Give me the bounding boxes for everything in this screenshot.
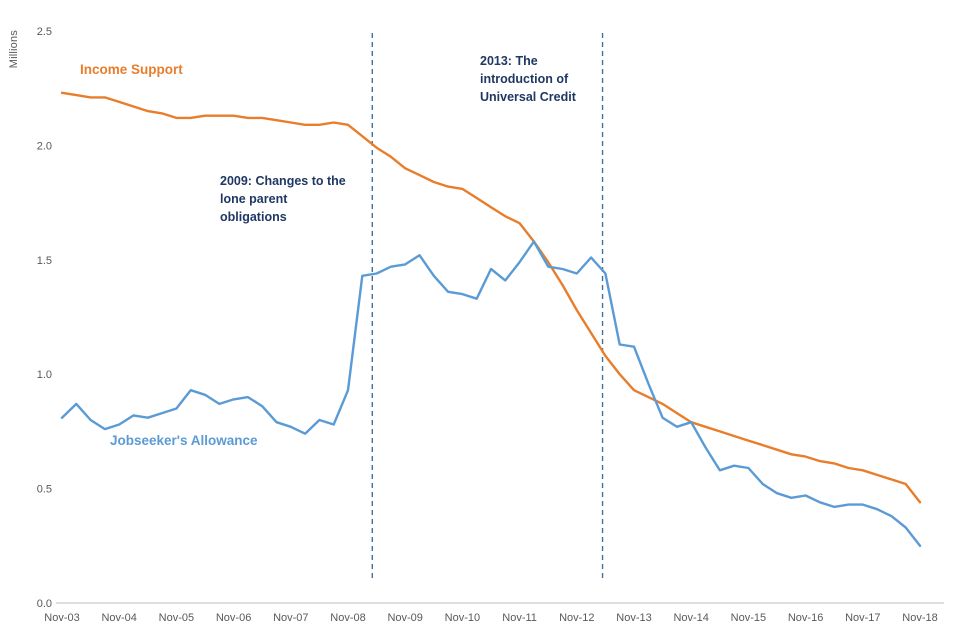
x-tick-label: Nov-13 bbox=[616, 612, 651, 624]
x-tick-label: Nov-14 bbox=[673, 612, 708, 624]
x-tick-label: Nov-04 bbox=[101, 612, 136, 624]
x-tick-label: Nov-15 bbox=[731, 612, 766, 624]
line-jobseekers-allowance bbox=[60, 240, 922, 547]
y-axis-title: Millions bbox=[8, 30, 20, 69]
x-tick-label: Nov-09 bbox=[387, 612, 422, 624]
x-tick-label: Nov-11 bbox=[502, 612, 537, 624]
annotation-2013-line-2: introduction of bbox=[480, 72, 569, 86]
x-tick-label: Nov-06 bbox=[216, 612, 251, 624]
annotation-2009-line-2: lone parent bbox=[220, 192, 288, 206]
series-label-income-support: Income Support bbox=[80, 62, 183, 77]
x-tick-label: Nov-07 bbox=[273, 612, 308, 624]
x-tick-label: Nov-18 bbox=[902, 612, 937, 624]
y-tick-label: 2.0 bbox=[37, 140, 52, 152]
y-tick-label: 0.0 bbox=[37, 598, 52, 610]
x-tick-label: Nov-05 bbox=[159, 612, 194, 624]
x-tick-label: Nov-17 bbox=[845, 612, 880, 624]
annotation-2009-line-1: 2009: Changes to the bbox=[220, 174, 346, 188]
x-tick-label: Nov-08 bbox=[330, 612, 365, 624]
x-tick-label: Nov-12 bbox=[559, 612, 594, 624]
x-tick-label: Nov-10 bbox=[445, 612, 480, 624]
line-income-support bbox=[60, 91, 922, 504]
y-tick-label: 0.5 bbox=[37, 484, 52, 496]
annotation-2013-universal-credit: 2013: The introduction of Universal Cred… bbox=[480, 52, 576, 106]
y-tick-label: 1.0 bbox=[37, 369, 52, 381]
series-label-jobseekers-allowance: Jobseeker's Allowance bbox=[110, 433, 258, 448]
annotation-2013-line-3: Universal Credit bbox=[480, 90, 576, 104]
annotation-2009-lone-parent-obligations: 2009: Changes to the lone parent obligat… bbox=[220, 172, 346, 226]
y-tick-label: 2.5 bbox=[37, 26, 52, 38]
annotation-2013-line-1: 2013: The bbox=[480, 54, 538, 68]
annotation-2009-line-3: obligations bbox=[220, 210, 287, 224]
y-tick-label: 1.5 bbox=[37, 255, 52, 267]
x-tick-label: Nov-16 bbox=[788, 612, 823, 624]
x-tick-label: Nov-03 bbox=[44, 612, 79, 624]
